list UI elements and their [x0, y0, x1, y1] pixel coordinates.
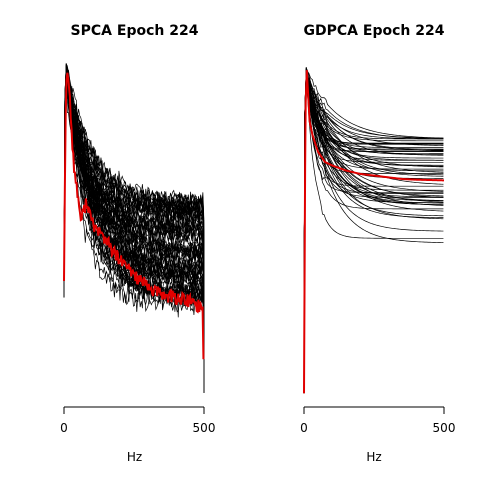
spectrum-curve — [63, 62, 205, 386]
highlight-curve — [63, 72, 205, 360]
x-tick-label-0: 0 — [300, 421, 308, 435]
spectrum-curve — [303, 67, 444, 394]
panel-gdpca: GDPCA Epoch 224 0 500 Hz — [300, 23, 455, 464]
spectrum-curve — [303, 74, 444, 394]
spectrum-curve — [303, 83, 444, 394]
spectrum-curve — [63, 66, 205, 373]
spectrum-curve — [303, 79, 444, 394]
spectrum-curve — [303, 76, 444, 394]
spectrum-curve — [63, 80, 205, 379]
x-tick-label-0: 0 — [60, 421, 68, 435]
spectrum-curve — [303, 79, 444, 394]
x-axis-label: Hz — [366, 450, 381, 464]
spectrum-curve — [63, 67, 205, 379]
panel-spca: SPCA Epoch 224 0 500 Hz — [60, 23, 215, 464]
spectrum-curve — [303, 75, 444, 394]
highlight-group — [303, 70, 445, 394]
spectrum-curve — [63, 77, 205, 369]
spectrum-curve — [63, 63, 205, 364]
highlight-group — [63, 72, 205, 360]
spectrum-curve — [63, 70, 205, 367]
highlight-curve — [303, 70, 445, 394]
spectrum-curve — [63, 76, 205, 387]
spectrum-curve — [63, 80, 205, 363]
spectrum-curve — [303, 69, 444, 394]
spectrum-curve — [63, 77, 205, 374]
spectrum-curve — [303, 69, 444, 394]
panel-title: GDPCA Epoch 224 — [304, 23, 445, 39]
x-tick-label-500: 500 — [193, 421, 216, 435]
x-tick-label-500: 500 — [433, 421, 456, 435]
spectrum-curve — [303, 74, 444, 394]
panel-title: SPCA Epoch 224 — [71, 23, 199, 39]
spectrum-curve — [303, 72, 444, 394]
spectrum-curve — [303, 81, 444, 394]
spectrum-curve — [303, 78, 444, 394]
spectrum-curve — [63, 64, 205, 393]
spectrum-curve — [303, 70, 444, 394]
spectrum-curve — [303, 74, 444, 394]
spectrum-curve — [303, 67, 444, 394]
x-axis-label: Hz — [127, 450, 142, 464]
spectrum-curve — [303, 75, 444, 394]
spectrum-curve — [303, 68, 444, 394]
spectrum-curve — [303, 78, 444, 394]
spectrum-curve — [63, 83, 205, 385]
